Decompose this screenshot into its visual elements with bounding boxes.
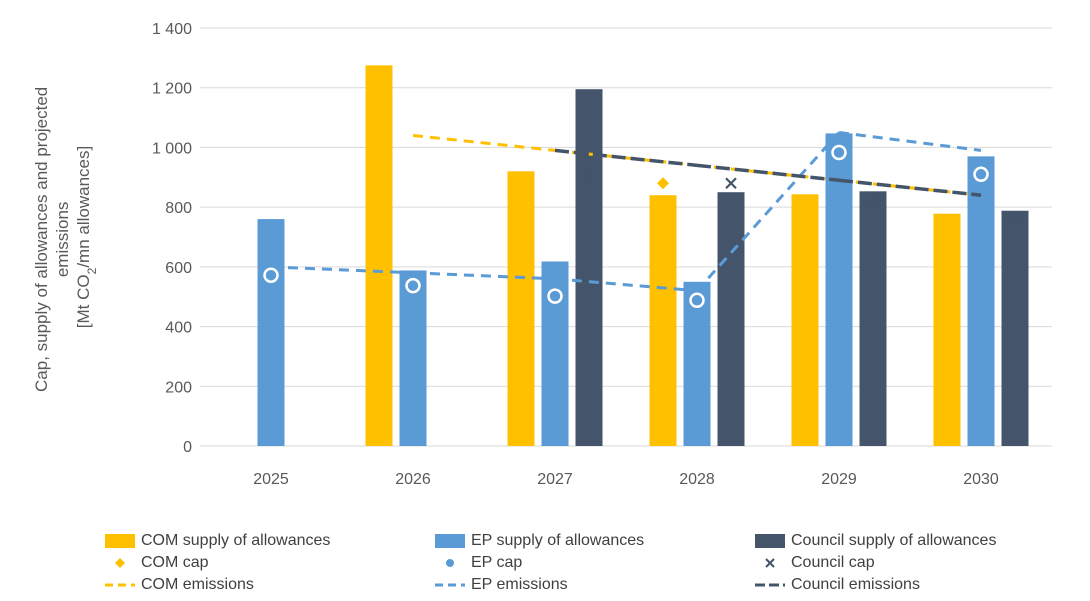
bar-com — [365, 65, 393, 447]
y-tick-labels: 0 200 400 600 800 1 000 1 200 1 400 — [152, 21, 192, 456]
cap-marker-ep — [973, 166, 989, 183]
bar-com — [933, 213, 961, 446]
cap-marker-council — [1009, 214, 1021, 227]
cap-marker-council — [583, 171, 595, 184]
legend-symbol — [435, 555, 465, 571]
legend-item-ep-cap: EP cap — [435, 554, 522, 572]
bar-com — [507, 171, 535, 447]
legend-label: COM emissions — [141, 576, 254, 593]
cap-marker-council — [867, 195, 879, 208]
bar-ep — [967, 156, 995, 446]
cap-marker-ep — [689, 292, 705, 309]
bar-council — [1001, 210, 1029, 446]
legend-item-com-bar: COM supply of allowances — [105, 532, 330, 550]
emission-line-ep — [554, 277, 698, 293]
cap-marker-com — [657, 177, 669, 190]
y-axis-label-line3-subscript: 2 — [85, 267, 99, 274]
legend-symbol — [755, 577, 785, 593]
y-axis-label-line3-prefix: [Mt CO — [74, 274, 93, 328]
cap-marker-com — [941, 214, 953, 227]
x-tick-label: 2027 — [537, 471, 573, 488]
bar-council — [575, 89, 603, 446]
emission-line-ep — [270, 265, 414, 275]
cap-marker-com — [515, 171, 527, 184]
cap-marker-council — [725, 177, 737, 190]
y-tick-label: 400 — [165, 320, 192, 337]
legend-item-council-bar: Council supply of allowances — [755, 532, 996, 550]
legend-label: Council emissions — [791, 576, 920, 593]
bar-ep — [825, 133, 853, 446]
legend-label: COM cap — [141, 554, 209, 571]
cap-marker-com — [799, 195, 811, 208]
emission-line-council — [554, 148, 698, 168]
legend-symbol — [105, 577, 135, 593]
cap-markers — [263, 144, 1021, 309]
legend-symbol — [435, 577, 465, 593]
legend-label: EP emissions — [471, 576, 568, 593]
bar-ep — [257, 219, 285, 446]
emission-line-ep — [412, 271, 556, 281]
legend-item-com-line: COM emissions — [105, 576, 254, 594]
legend-symbol — [755, 555, 785, 571]
legend-item-ep-bar: EP supply of allowances — [435, 532, 644, 550]
bar-council — [859, 191, 887, 446]
emission-line-council — [838, 178, 982, 197]
y-tick-label: 600 — [165, 260, 192, 277]
y-tick-label: 1 200 — [152, 81, 192, 98]
cap-marker-ep — [547, 288, 563, 304]
cap-marker-com — [373, 151, 385, 164]
y-axis-label-line3-suffix: /mn allowances] — [74, 146, 93, 268]
legend-label: COM supply of allowances — [141, 532, 331, 549]
y-tick-label: 1 000 — [152, 140, 192, 157]
y-axis-label-line3: [Mt CO2/mn allowances] — [74, 146, 99, 328]
bar-ep — [683, 281, 711, 446]
legend-symbol — [105, 533, 135, 549]
y-tick-label: 800 — [165, 200, 192, 217]
emission-lines — [270, 131, 982, 293]
legend-symbol — [105, 555, 135, 571]
legend-symbol — [435, 533, 465, 549]
legend-label: EP cap — [471, 554, 523, 571]
bar-council — [717, 192, 745, 446]
x-tick-label: 2028 — [679, 471, 715, 488]
bar-com — [791, 194, 819, 446]
y-tick-label: 0 — [183, 439, 192, 456]
emission-line-council — [696, 163, 840, 183]
legend-item-ep-line: EP emissions — [435, 576, 568, 594]
x-tick-label: 2030 — [963, 471, 999, 488]
legend-label: Council supply of allowances — [791, 532, 997, 549]
legend-symbol — [755, 533, 785, 549]
x-tick-label: 2026 — [395, 471, 431, 488]
legend-item-council-cap: Council cap — [755, 554, 875, 572]
emission-line-ep — [838, 131, 982, 152]
gridlines — [200, 27, 1052, 447]
cap-marker-ep — [831, 144, 847, 161]
y-axis-label-line2: emissions — [53, 202, 72, 278]
y-axis-label-line1: Cap, supply of allowances and projected — [32, 87, 51, 392]
legend-item-com-cap: COM cap — [105, 554, 209, 572]
cap-marker-ep — [405, 277, 421, 294]
emission-line-ep — [695, 131, 841, 292]
bars — [257, 65, 1029, 447]
legend-label: EP supply of allowances — [471, 532, 645, 549]
bar-com — [649, 195, 677, 446]
x-tick-label: 2029 — [821, 471, 857, 488]
cap-marker-ep — [263, 267, 279, 283]
bar-ep — [399, 270, 427, 446]
legend-item-council-line: Council emissions — [755, 576, 920, 594]
legend-label: Council cap — [791, 554, 875, 571]
legend: COM supply of allowances EP supply of all… — [100, 530, 1080, 600]
emission-line-com — [412, 133, 556, 152]
y-tick-label: 1 400 — [152, 21, 192, 38]
x-tick-labels: 2025 2026 2027 2028 2029 2030 — [253, 471, 999, 488]
y-axis-label: Cap, supply of allowances and projected … — [32, 82, 99, 392]
y-tick-label: 200 — [165, 379, 192, 396]
x-tick-label: 2025 — [253, 471, 289, 488]
